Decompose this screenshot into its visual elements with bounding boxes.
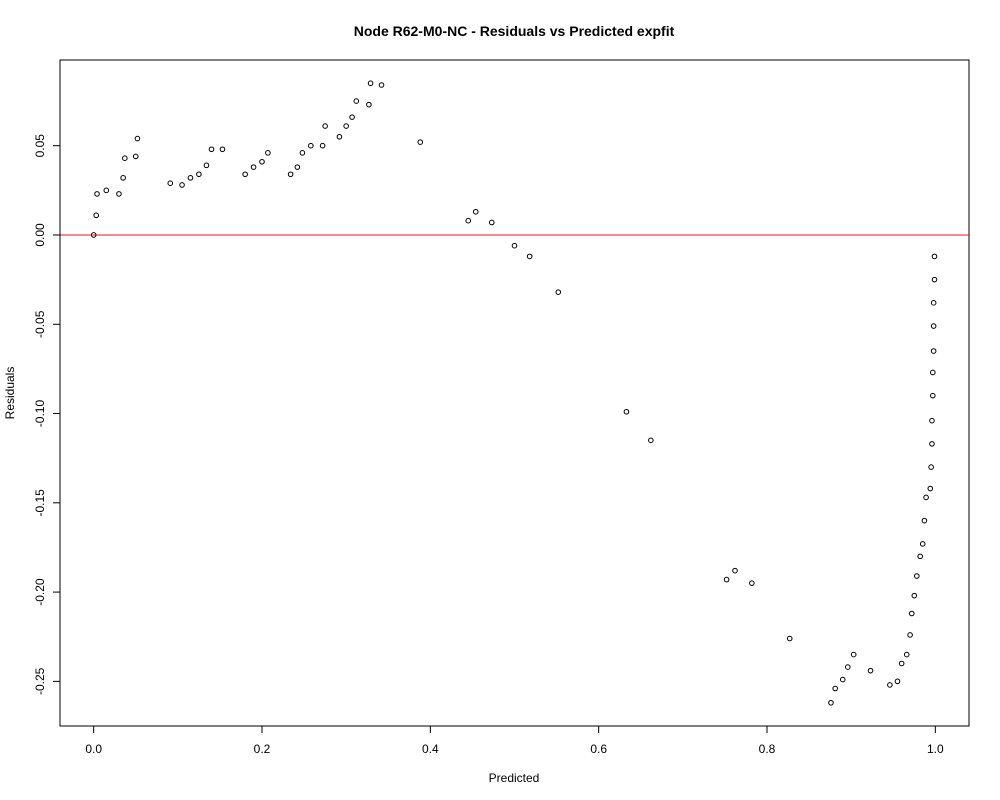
data-point [465,217,472,224]
x-axis: 0.0 0.2 0.4 0.6 0.8 1.0 [85,725,944,756]
data-point [623,408,630,415]
data-point [319,142,326,149]
data-point [930,369,936,376]
data-point [555,289,562,295]
data-point [472,208,479,215]
data-point [167,180,174,187]
y-tick-label: -0.05 [33,310,47,338]
y-tick-label: -0.25 [33,667,47,695]
data-point [116,191,122,197]
data-point [867,667,874,674]
data-point [894,678,901,685]
data-point [911,592,918,599]
data-point [845,664,851,670]
data-point [921,517,928,524]
x-tick-label: 0.4 [422,742,439,756]
data-point [208,146,215,153]
data-point [887,682,893,688]
data-point [927,485,934,492]
data-point [723,576,730,583]
data-point [132,153,139,160]
data-point [250,164,257,170]
data-point [930,348,937,354]
data-point [931,253,938,260]
x-tick-label: 0.8 [759,742,776,756]
data-point [907,632,913,638]
data-point [322,123,328,129]
data-point [914,573,920,579]
data-point [930,300,937,306]
data-point [488,219,495,226]
y-tick-label: 0.05 [33,134,47,158]
data-point [294,164,301,170]
x-tick-label: 0.2 [254,742,271,756]
data-point [265,150,271,156]
data-point [187,175,194,181]
data-point [366,101,372,108]
data-point [287,171,294,178]
data-point [308,142,314,149]
data-point [511,242,518,249]
data-point [903,651,910,658]
data-point [732,567,738,574]
data-point [929,417,935,424]
data-point [929,441,935,447]
data-point [367,80,374,87]
y-tick-label: -0.10 [33,400,47,428]
y-tick-label: 0.00 [33,223,47,247]
data-point [917,553,923,560]
x-axis-label: Predicted [489,771,540,785]
data-point [526,253,533,260]
data-point [120,175,126,181]
data-point [898,660,905,667]
data-point [196,171,202,178]
plot-frame [59,59,970,727]
chart-title: Node R62-M0-NC - Residuals vs Predicted … [354,23,675,39]
data-point [923,494,929,501]
data-point [908,610,915,617]
data-point [928,464,934,470]
x-tick-label: 1.0 [927,742,944,756]
data-point [349,114,355,120]
data-point [343,123,349,129]
data-point [90,232,97,238]
data-point [94,191,100,197]
x-tick-label: 0.6 [590,742,607,756]
data-point [850,651,857,658]
x-tick-label: 0.0 [85,742,102,756]
data-point [832,685,838,692]
data-point [203,162,210,169]
data-point [93,212,99,219]
data-point [839,676,846,683]
data-point [930,392,936,399]
data-point [122,155,128,162]
y-axis-label: Residuals [3,367,17,420]
data-point [648,437,654,444]
data-point [219,146,226,153]
data-point [299,150,306,156]
data-point [336,133,343,140]
data-point [786,635,793,642]
y-axis: 0.05 0.00 -0.05 -0.10 -0.15 -0.20 -0.25 [33,134,61,695]
data-point [931,276,938,283]
data-point [919,541,926,547]
data-point [353,98,360,104]
points-layer [90,80,938,706]
y-tick-label: -0.20 [33,578,47,606]
data-point [179,182,185,188]
data-point [930,323,937,329]
data-point [134,135,141,142]
data-point [242,171,248,178]
data-point [749,580,755,586]
data-point [259,158,265,165]
data-point [103,187,110,194]
data-point [378,82,385,88]
data-point [417,139,424,145]
y-tick-label: -0.15 [33,489,47,517]
data-point [828,699,834,706]
